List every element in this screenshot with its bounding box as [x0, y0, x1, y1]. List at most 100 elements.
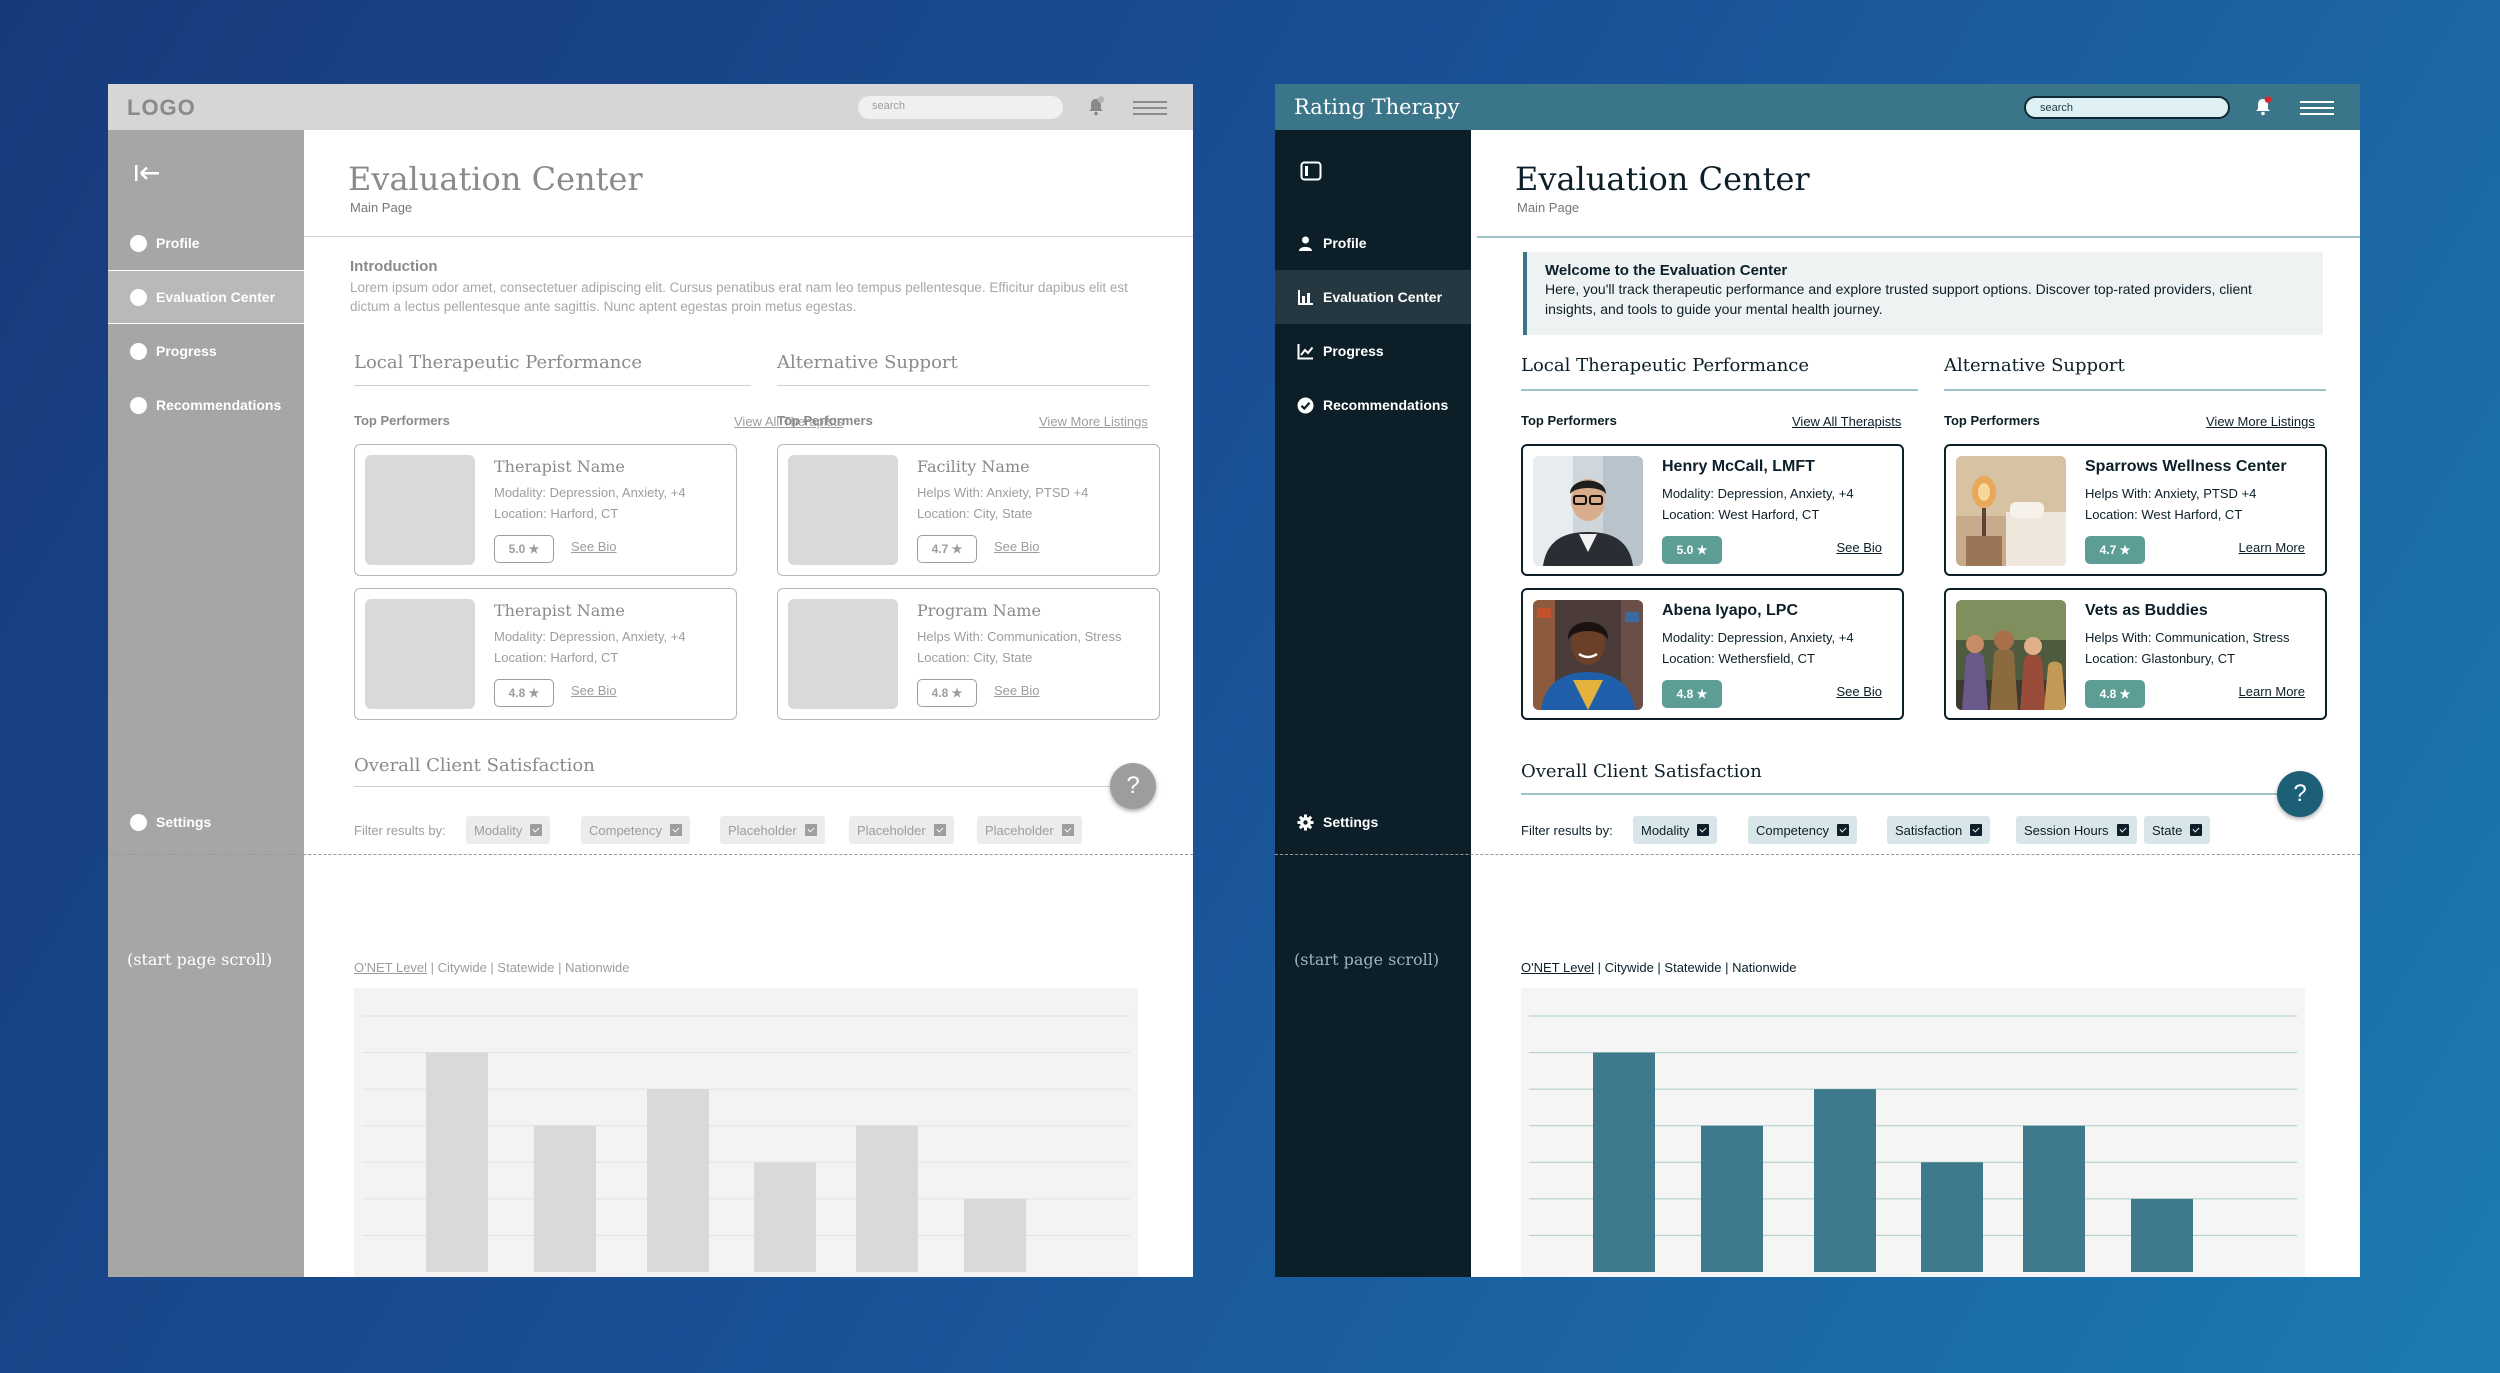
- level-onet[interactable]: O'NET Level: [1521, 960, 1595, 975]
- filter-placeholder[interactable]: Placeholder: [720, 816, 825, 844]
- help-button[interactable]: ?: [2277, 771, 2323, 817]
- filter-label-text: Placeholder: [857, 822, 926, 838]
- filter-satisfaction[interactable]: Satisfaction: [1887, 816, 1991, 844]
- filter-competency[interactable]: Competency: [581, 816, 690, 844]
- level-statewide[interactable]: Statewide: [1664, 960, 1722, 975]
- support-card[interactable]: Program Name Helps With: Communication, …: [777, 588, 1160, 720]
- sidebar-item-label: Evaluation Center: [1323, 289, 1443, 305]
- group-photo: [1956, 600, 2066, 710]
- learn-more-link[interactable]: Learn More: [2238, 684, 2305, 699]
- support-card[interactable]: Facility Name Helps With: Anxiety, PTSD …: [777, 444, 1160, 576]
- sidebar-item-recommendations[interactable]: Recommendations: [108, 378, 304, 432]
- level-citywide[interactable]: Citywide: [1604, 960, 1654, 975]
- level-nationwide[interactable]: Nationwide: [1732, 960, 1797, 975]
- welcome-text: Here, you'll track therapeutic performan…: [1545, 281, 2252, 317]
- sidebar-item-label: Progress: [1323, 343, 1384, 359]
- filter-placeholder[interactable]: Placeholder: [977, 816, 1082, 844]
- search-input[interactable]: search: [2024, 96, 2230, 119]
- view-more-listings-link[interactable]: View More Listings: [1039, 414, 1148, 429]
- sidebar-item-profile[interactable]: Profile: [1275, 216, 1471, 270]
- filter-label: Filter results by:: [354, 823, 446, 838]
- wireframe-panel: LOGO search Profile Evaluation Center Pr…: [108, 84, 1193, 1277]
- chart-bar: [1814, 1089, 1876, 1272]
- filter-session-hours[interactable]: Session Hours: [2016, 816, 2137, 844]
- view-more-listings-link[interactable]: View More Listings: [2206, 414, 2315, 429]
- filter-label: Filter results by:: [1521, 823, 1613, 838]
- card-detail: Modality: Depression, Anxiety, +4: [494, 485, 686, 500]
- rating-badge: 4.8 ★: [2085, 680, 2145, 708]
- level-nationwide[interactable]: Nationwide: [565, 960, 630, 975]
- card-location: Location: Harford, CT: [494, 650, 619, 665]
- chart-bar: [856, 1125, 918, 1272]
- filter-placeholder[interactable]: Placeholder: [849, 816, 954, 844]
- see-bio-link[interactable]: See Bio: [571, 683, 617, 698]
- filter-competency[interactable]: Competency: [1748, 816, 1857, 844]
- main-content: Evaluation Center Main Page Introduction…: [304, 130, 1193, 1277]
- filter-label-text: Satisfaction: [1895, 822, 1963, 838]
- filter-modality[interactable]: Modality: [1633, 816, 1718, 844]
- sidebar-item-evaluation-center[interactable]: Evaluation Center: [1275, 270, 1471, 324]
- sidebar-item-label: Profile: [156, 235, 200, 251]
- level-citywide[interactable]: Citywide: [437, 960, 487, 975]
- therapist-card[interactable]: Therapist Name Modality: Depression, Anx…: [354, 588, 737, 720]
- view-all-therapists-link[interactable]: View All Therapists: [734, 414, 844, 429]
- support-card[interactable]: Vets as Buddies Helps With: Communicatio…: [1944, 588, 2327, 720]
- top-bar: LOGO search: [108, 84, 1193, 130]
- level-selector: O'NET Level | Citywide | Statewide | Nat…: [1521, 960, 1797, 975]
- filter-modality[interactable]: Modality: [466, 816, 551, 844]
- learn-more-link[interactable]: Learn More: [2238, 540, 2305, 555]
- hamburger-menu-icon[interactable]: [1133, 101, 1167, 115]
- circle-icon: [130, 342, 147, 360]
- collapse-sidebar-icon[interactable]: [134, 162, 160, 184]
- sidebar-toggle-icon[interactable]: [1300, 161, 1322, 181]
- see-bio-link[interactable]: See Bio: [571, 539, 617, 554]
- sidebar-item-label: Progress: [156, 343, 217, 359]
- breadcrumb: Main Page: [1517, 200, 1580, 215]
- therapist-card[interactable]: Abena Iyapo, LPC Modality: Depression, A…: [1521, 588, 1904, 720]
- support-card[interactable]: Sparrows Wellness Center Helps With: Anx…: [1944, 444, 2327, 576]
- checkbox-icon: [1061, 824, 1074, 836]
- top-performers-label: Top Performers: [354, 413, 450, 428]
- filter-label-text: State: [2152, 822, 2183, 838]
- level-onet[interactable]: O'NET Level: [354, 960, 428, 975]
- filter-label-text: Placeholder: [728, 822, 797, 838]
- therapist-card[interactable]: Henry McCall, LMFT Modality: Depression,…: [1521, 444, 1904, 576]
- level-statewide[interactable]: Statewide: [497, 960, 555, 975]
- card-location: Location: City, State: [917, 650, 1033, 665]
- notification-bell-icon[interactable]: [1087, 96, 1105, 116]
- alternative-support-title: Alternative Support: [1944, 355, 2125, 376]
- card-name: Sparrows Wellness Center: [2085, 458, 2287, 475]
- sidebar-item-settings[interactable]: Settings: [1275, 795, 1471, 849]
- page-title: Evaluation Center: [348, 160, 643, 198]
- sidebar-item-label: Settings: [156, 814, 212, 830]
- see-bio-link[interactable]: See Bio: [1836, 684, 1882, 699]
- help-button[interactable]: ?: [1110, 763, 1156, 809]
- therapist-card[interactable]: Therapist Name Modality: Depression, Anx…: [354, 444, 737, 576]
- checkbox-icon: [804, 824, 817, 836]
- sidebar-item-profile[interactable]: Profile: [108, 216, 304, 270]
- main-content: Evaluation Center Main Page Welcome to t…: [1471, 130, 2360, 1277]
- scroll-note: (start page scroll): [1294, 950, 1440, 969]
- card-location: Location: City, State: [917, 506, 1033, 521]
- sidebar-item-evaluation-center[interactable]: Evaluation Center: [108, 270, 304, 324]
- checkbox-icon: [2116, 824, 2129, 836]
- facility-image: [1956, 456, 2066, 566]
- see-bio-link[interactable]: See Bio: [994, 539, 1040, 554]
- search-input[interactable]: search: [858, 96, 1063, 119]
- sidebar-item-progress[interactable]: Progress: [108, 324, 304, 378]
- sidebar-item-settings[interactable]: Settings: [108, 795, 304, 849]
- sidebar-item-label: Evaluation Center: [156, 289, 276, 305]
- satisfaction-title: Overall Client Satisfaction: [354, 755, 595, 776]
- see-bio-link[interactable]: See Bio: [1836, 540, 1882, 555]
- hamburger-menu-icon[interactable]: [2300, 101, 2334, 115]
- sidebar-item-progress[interactable]: Progress: [1275, 324, 1471, 378]
- view-all-therapists-link[interactable]: View All Therapists: [1792, 414, 1902, 429]
- filter-state[interactable]: State: [2144, 816, 2211, 844]
- notification-bell-icon[interactable]: [2254, 96, 2272, 116]
- see-bio-link[interactable]: See Bio: [994, 683, 1040, 698]
- local-performance-title: Local Therapeutic Performance: [1521, 355, 1810, 376]
- circle-icon: [130, 288, 147, 306]
- divider: [777, 385, 1150, 386]
- sidebar-item-recommendations[interactable]: Recommendations: [1275, 378, 1471, 432]
- card-location: Location: Glastonbury, CT: [2085, 651, 2236, 666]
